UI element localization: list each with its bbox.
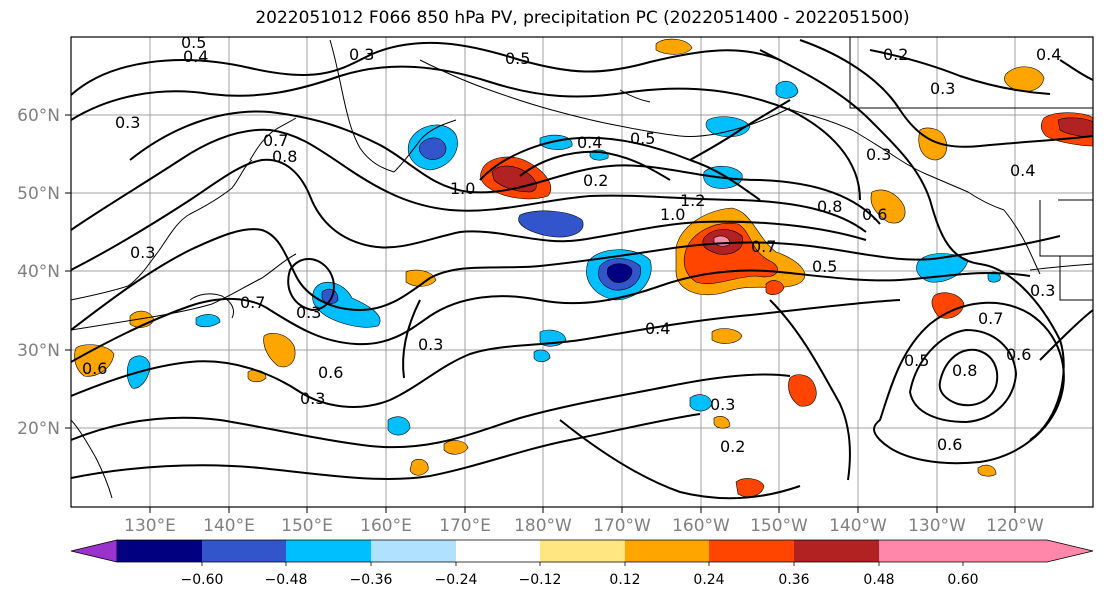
colorbar-label: −0.36 [350,572,393,588]
contour-label: 0.8 [272,147,297,166]
colorbar-bin [456,540,540,562]
lon-label-150w: 150°W [750,516,808,536]
lon-label-130w: 130°W [908,516,966,536]
colorbar-label: −0.24 [435,572,478,588]
colorbar-bin [709,540,794,562]
contour-label: 0.6 [318,363,343,382]
contour-label: 0.6 [1006,345,1031,364]
colorbar-bin [625,540,709,562]
lon-label-160w: 160°W [672,516,730,536]
colorbar-bin [286,540,371,562]
contour-label: 0.6 [82,359,107,378]
contour-label: 0.6 [862,205,887,224]
colorbar-extend-low [70,539,118,563]
contour-label: 0.5 [904,351,929,370]
colorbar-bin [117,540,202,562]
contour-label: 0.8 [952,361,977,380]
axis-ticks [65,114,1016,513]
latitude-labels: 60°N 50°N 40°N 30°N 20°N [17,106,60,439]
colorbar-outline [117,539,1094,563]
contour-label: 0.3 [866,145,891,164]
lat-label-30n: 30°N [17,341,60,361]
colorbar-extend-high [963,540,1093,562]
colorbar-label: 0.12 [609,572,640,588]
lon-label-140e: 140°E [203,516,255,536]
lat-label-50n: 50°N [17,184,60,204]
contour-label: 0.7 [263,131,288,150]
map-plot-area: 0.5 0.4 0.3 0.5 0.2 0.4 0.3 0.3 0.7 0.8 … [71,33,1093,507]
lon-label-140w: 140°W [829,516,887,536]
colorbar-label: 0.60 [947,572,978,588]
lon-label-170e: 170°E [439,516,491,536]
colorbar-bin [371,540,456,562]
contour-label: 0.7 [240,293,265,312]
contour-label: 0.2 [883,45,908,64]
contour-label: 1.0 [450,179,475,198]
map-title: 2022051012 F066 850 hPa PV, precipitatio… [255,8,910,28]
contour-label: 0.3 [418,335,443,354]
colorbar: −0.60 −0.48 −0.36 −0.24 −0.12 0.12 0.24 … [70,539,1094,588]
contour-label: 0.3 [349,45,374,64]
colorbar-bin [879,540,963,562]
contour-label: 0.7 [751,237,776,256]
contour-label: 0.2 [720,437,745,456]
colorbar-label: −0.60 [181,572,224,588]
lon-label-150e: 150°E [281,516,333,536]
longitude-labels: 130°E 140°E 150°E 160°E 170°E 180°W 170°… [124,516,1044,536]
contour-label: 1.2 [680,191,705,210]
lat-label-40n: 40°N [17,262,60,282]
contour-label: 1.0 [660,205,685,224]
lon-label-180w: 180°W [514,516,572,536]
colorbar-bin [794,540,879,562]
contour-label: 0.3 [115,113,140,132]
contour-label: 0.4 [577,133,602,152]
lat-label-20n: 20°N [17,419,60,439]
colorbar-label: −0.48 [265,572,308,588]
contour-label: 0.3 [296,303,321,322]
colorbar-bin [540,540,625,562]
lon-label-160e: 160°E [360,516,412,536]
contour-label: 0.5 [630,129,655,148]
contour-label: 0.6 [937,435,962,454]
contour-label: 0.3 [1030,281,1055,300]
colorbar-label: 0.36 [778,572,809,588]
contour-label: 0.8 [817,197,842,216]
contour-label: 0.3 [300,389,325,408]
contour-label: 0.4 [1036,45,1061,64]
colorbar-label: 0.48 [863,572,894,588]
contour-label: 0.3 [710,395,735,414]
contour-label: 0.4 [1010,161,1035,180]
plot-frame [70,36,1094,508]
colorbar-bin [202,540,286,562]
contour-label: 0.5 [181,33,206,52]
lon-label-120w: 120°W [986,516,1044,536]
contour-label: 0.5 [812,257,837,276]
contour-label: 0.2 [583,171,608,190]
contour-label: 0.5 [505,49,530,68]
pv-contours [71,39,1093,500]
contour-label: 0.4 [183,47,208,66]
coastlines [71,37,1093,499]
contour-label: 0.7 [978,309,1003,328]
lat-label-60n: 60°N [17,106,60,126]
contour-label: 0.4 [645,319,670,338]
colorbar-label: −0.12 [519,572,562,588]
contour-label: 0.3 [930,79,955,98]
contour-labels: 0.5 0.4 0.3 0.5 0.2 0.4 0.3 0.3 0.7 0.8 … [82,33,1061,456]
contour-label: 0.3 [130,243,155,262]
colorbar-label: 0.24 [693,572,724,588]
lon-label-130e: 130°E [124,516,176,536]
lon-label-170w: 170°W [593,516,651,536]
